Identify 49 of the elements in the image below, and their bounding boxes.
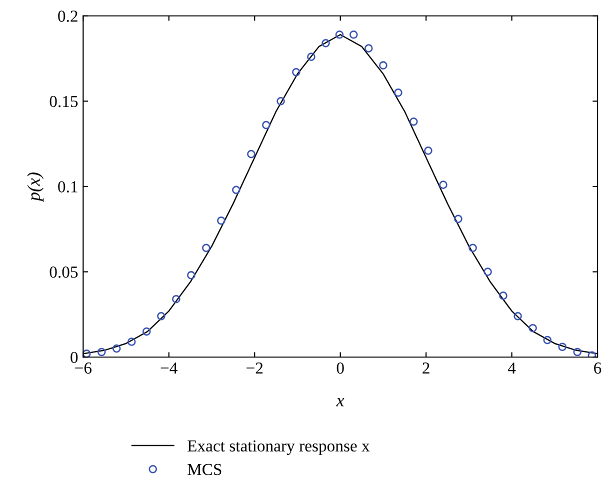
point xyxy=(247,150,256,158)
y-tick-label: 0.1 xyxy=(58,181,78,193)
x-tick-label: −6 xyxy=(75,362,92,374)
legend-label: MCS xyxy=(188,464,222,476)
point xyxy=(232,186,240,194)
point xyxy=(394,88,402,97)
point xyxy=(322,39,330,48)
point xyxy=(573,348,582,356)
point xyxy=(276,97,285,106)
y-axis-title: p(x) xyxy=(27,172,44,202)
y-tick-label: 0.15 xyxy=(50,96,78,108)
point xyxy=(292,68,300,76)
point xyxy=(514,312,522,320)
point xyxy=(307,52,316,61)
point xyxy=(484,268,492,276)
y-tick-label: 0 xyxy=(70,352,78,364)
point xyxy=(424,146,432,155)
point xyxy=(262,120,270,130)
point xyxy=(439,180,448,189)
point xyxy=(454,214,462,224)
point xyxy=(543,336,552,344)
point xyxy=(499,292,508,300)
point xyxy=(349,30,358,39)
x-tick-label: −4 xyxy=(160,362,178,374)
y-tick-label: 0.2 xyxy=(58,10,78,22)
y-tick-label: 0.05 xyxy=(50,266,78,278)
legend-label: Exact stationary response x xyxy=(188,440,370,455)
point xyxy=(127,338,136,346)
x-tick-label: 6 xyxy=(594,362,602,374)
point xyxy=(157,312,166,320)
x-tick-label: −2 xyxy=(246,362,263,374)
point xyxy=(112,344,121,353)
point xyxy=(558,342,567,352)
point xyxy=(409,117,418,126)
point xyxy=(468,244,477,252)
point xyxy=(187,271,196,280)
point xyxy=(379,61,388,70)
point xyxy=(97,348,106,356)
point xyxy=(202,244,210,252)
x-tick-label: 0 xyxy=(336,362,344,374)
point xyxy=(217,216,226,225)
x-axis-title: x xyxy=(336,398,344,406)
point xyxy=(364,44,373,52)
x-tick-label: 2 xyxy=(422,362,430,374)
x-tick-label: 4 xyxy=(508,362,516,374)
point xyxy=(335,30,344,39)
point xyxy=(142,327,151,336)
point xyxy=(528,324,537,332)
point xyxy=(172,294,180,304)
